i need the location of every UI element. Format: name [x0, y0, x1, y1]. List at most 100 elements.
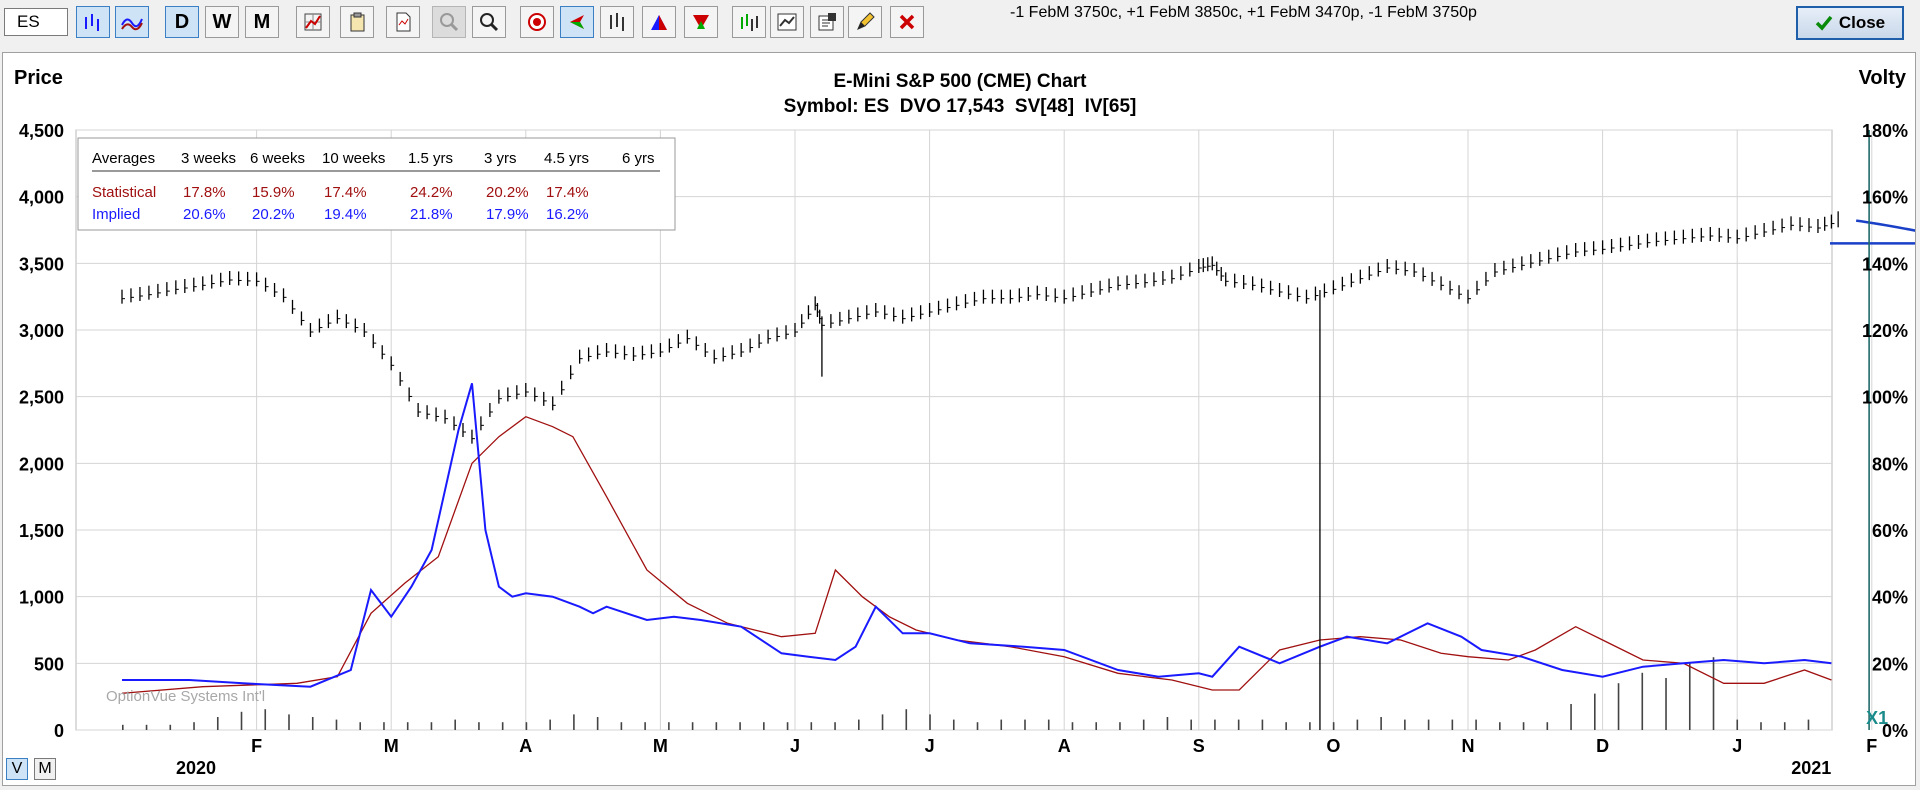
volty-tick-label: 180%: [1862, 121, 1908, 141]
volume-bar: [1594, 693, 1596, 730]
volume-bar: [359, 722, 362, 730]
volume-bar: [1427, 719, 1430, 730]
volume-bar: [1356, 719, 1359, 730]
volatility-price-chart[interactable]: X1 Price Volty E-Mini S&P 500 (CME) Char…: [3, 53, 1920, 785]
volume-bar: [193, 722, 195, 730]
price-tick-label: 3,000: [19, 321, 64, 341]
volume-bar: [1190, 719, 1192, 730]
month-tick-label: A: [519, 736, 532, 756]
risk-graph-icon: [651, 15, 667, 30]
implied-volatility-line: [122, 383, 1832, 688]
averages-table: Averages 3 weeks 6 weeks 10 weeks 1.5 yrs 3 y…: [77, 137, 676, 231]
volty-tick-label: 140%: [1862, 254, 1908, 274]
volume-bar: [1119, 722, 1121, 730]
table-value-cell: 21.8%: [410, 206, 453, 223]
volume-bar: [525, 722, 528, 730]
pencil-icon: [857, 12, 875, 30]
volty-tick-label: 40%: [1872, 588, 1908, 608]
table-header-cell: Averages: [92, 150, 155, 167]
volume-bar: [1142, 719, 1145, 730]
notes-button[interactable]: [810, 6, 844, 38]
month-tick-label: A: [1058, 736, 1071, 756]
volume-bar: [834, 722, 836, 730]
chart-grid-button[interactable]: [296, 6, 330, 38]
delete-button[interactable]: [890, 6, 924, 38]
zoom-in-button[interactable]: [432, 6, 466, 38]
volume-bar: [1332, 722, 1335, 730]
period-daily-button[interactable]: D: [165, 6, 199, 38]
close-button-label: Close: [1838, 13, 1886, 32]
table-header-cell: 3 yrs: [484, 150, 517, 167]
zoom-out-icon: [480, 13, 499, 32]
volume-bar: [240, 711, 243, 730]
bar-chart-button[interactable]: [76, 6, 110, 38]
month-tick-label: J: [1732, 736, 1742, 756]
month-tick-label: O: [1326, 736, 1340, 756]
chart-title: E-Mini S&P 500 (CME) Chart: [833, 71, 1087, 92]
price-tick-label: 2,500: [19, 388, 64, 408]
trade-arrow-button[interactable]: [560, 6, 594, 38]
zoom-in-icon: [440, 13, 459, 32]
volume-bar: [1095, 722, 1098, 730]
ohlc-bars-button[interactable]: [600, 6, 634, 38]
price-tick-label: 3,500: [19, 254, 64, 274]
close-button[interactable]: Close: [1796, 6, 1904, 40]
table-value-cell: 16.2%: [546, 206, 589, 223]
volatility-lines-button[interactable]: [115, 6, 149, 38]
multi-bars-icon: [741, 14, 758, 31]
table-value-cell: 19.4%: [324, 206, 367, 223]
volume-bar: [1807, 719, 1810, 730]
volume-bar: [644, 722, 646, 730]
month-tick-label: D: [1596, 736, 1609, 756]
target-icon: [528, 13, 546, 31]
view-v-toggle[interactable]: V: [6, 758, 28, 780]
volume-bar: [881, 714, 884, 730]
volume-bar: [454, 719, 456, 730]
line-chart-button[interactable]: [770, 6, 804, 38]
distribution-button[interactable]: [684, 6, 718, 38]
month-tick-label: N: [1462, 736, 1475, 756]
table-row-label: Implied: [92, 206, 140, 223]
zoom-out-button[interactable]: [472, 6, 506, 38]
view-m-toggle[interactable]: M: [34, 758, 56, 780]
volume-bar: [1237, 719, 1240, 730]
position-summary: -1 FebM 3750c, +1 FebM 3850c, +1 FebM 34…: [1010, 4, 1477, 21]
print-chart-button[interactable]: [386, 6, 420, 38]
table-value-cell: 20.2%: [486, 184, 529, 201]
period-monthly-button[interactable]: M: [245, 6, 279, 38]
volume-bar: [1404, 719, 1406, 730]
month-tick-label: F: [1866, 736, 1877, 756]
table-header-cell: 10 weeks: [322, 150, 385, 167]
period-weekly-button[interactable]: W: [205, 6, 239, 38]
volty-tick-label: 160%: [1862, 188, 1908, 208]
ohlc-icon: [610, 13, 624, 31]
risk-graph-button[interactable]: [642, 6, 676, 38]
distribution-icon: [693, 15, 709, 29]
volume-bar: [264, 709, 267, 730]
price-tick-label: 4,500: [19, 121, 64, 141]
line-chart-icon: [777, 13, 797, 31]
volume-bar: [1617, 683, 1620, 730]
volty-tick-label: 80%: [1872, 454, 1908, 474]
volume-bar: [1047, 719, 1050, 730]
marker-label: X1: [1866, 708, 1888, 728]
copy-chart-button[interactable]: [340, 6, 374, 38]
draw-pencil-button[interactable]: [848, 6, 882, 38]
wave-lines-icon: [121, 18, 143, 31]
volume-bar: [976, 722, 979, 730]
year-tick-label: 2020: [176, 758, 216, 778]
volty-tick-label: 100%: [1862, 388, 1908, 408]
month-tick-label: S: [1193, 736, 1205, 756]
multi-chart-button[interactable]: [732, 6, 766, 38]
watermark: OptionVue Systems Int'l: [106, 688, 265, 705]
table-header-cell: 3 weeks: [181, 150, 236, 167]
volume-bar: [786, 722, 789, 730]
volty-axis-title: Volty: [1859, 67, 1907, 89]
volume-bar: [596, 717, 599, 730]
volume-bar: [1522, 722, 1525, 730]
symbol-input[interactable]: [4, 8, 68, 36]
volume-bar: [1261, 719, 1264, 730]
volume-bar: [311, 717, 314, 730]
target-button[interactable]: [520, 6, 554, 38]
month-tick-label: F: [251, 736, 262, 756]
